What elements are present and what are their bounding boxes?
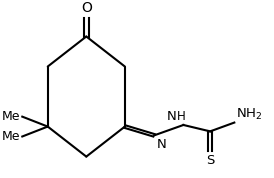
Text: N: N	[157, 138, 166, 151]
Text: N: N	[167, 110, 176, 123]
Text: NH$_2$: NH$_2$	[236, 107, 262, 122]
Text: Me: Me	[2, 110, 20, 123]
Text: O: O	[81, 1, 92, 15]
Text: H: H	[176, 110, 185, 123]
Text: S: S	[206, 154, 214, 167]
Text: Me: Me	[2, 130, 20, 143]
